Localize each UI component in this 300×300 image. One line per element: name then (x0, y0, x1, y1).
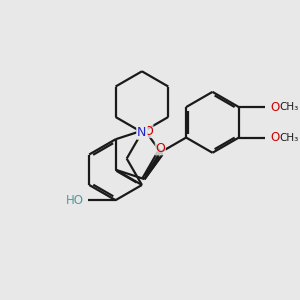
Text: HO: HO (66, 194, 84, 207)
Text: O: O (143, 124, 153, 137)
Text: CH₃: CH₃ (279, 133, 298, 142)
Text: N: N (137, 126, 147, 139)
Text: O: O (155, 142, 165, 155)
Text: O: O (270, 131, 280, 144)
Text: O: O (270, 100, 280, 114)
Text: CH₃: CH₃ (279, 102, 298, 112)
